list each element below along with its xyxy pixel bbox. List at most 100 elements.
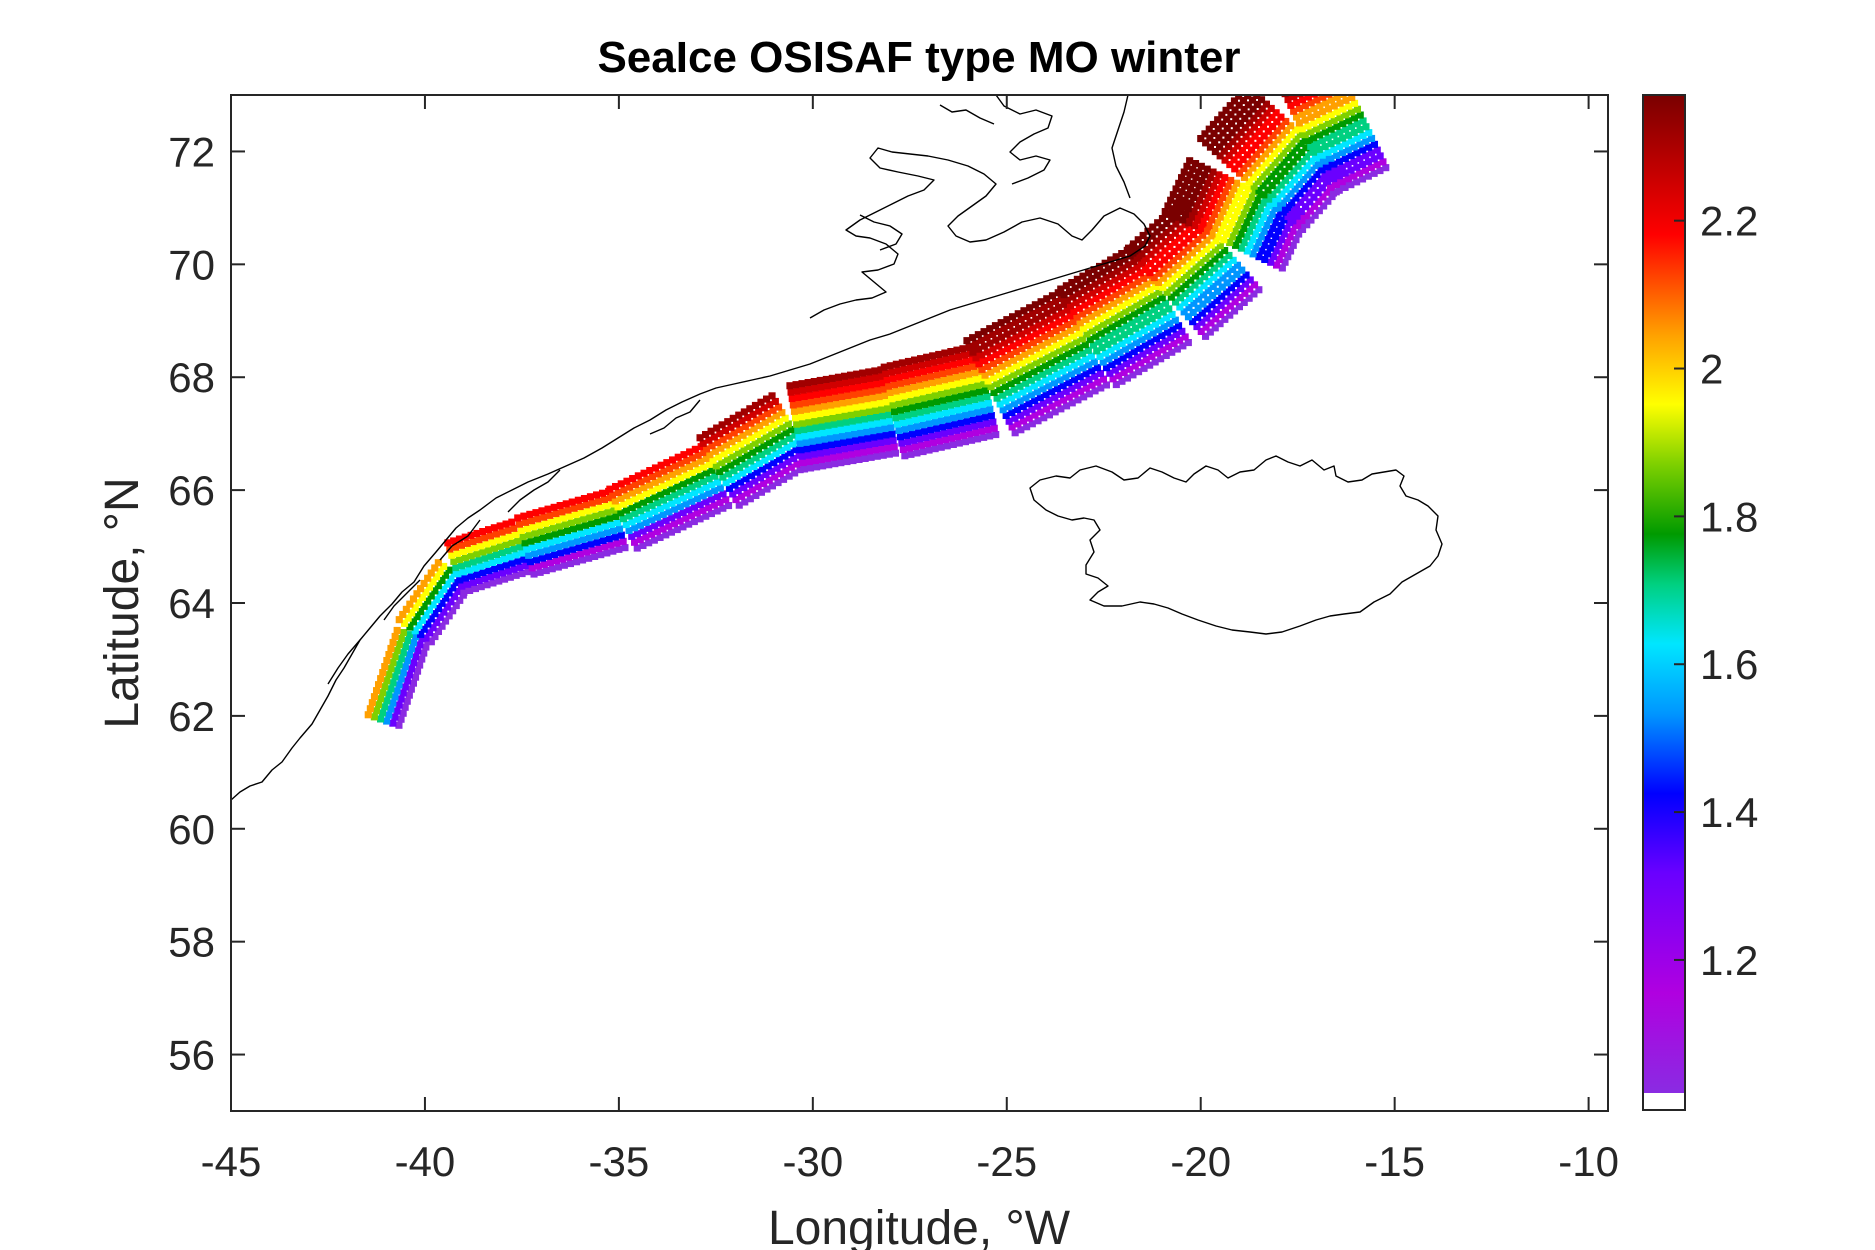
ice-cell — [1068, 370, 1076, 378]
ice-cell — [602, 522, 610, 530]
ice-cell — [410, 659, 418, 667]
ice-cell — [816, 410, 824, 418]
ice-cell — [1264, 118, 1272, 126]
ice-cell — [1188, 258, 1196, 266]
ice-cell — [1151, 255, 1159, 263]
ice-cell — [853, 443, 861, 451]
ice-cell — [1148, 232, 1156, 240]
ice-cell — [1331, 59, 1338, 66]
ice-cell — [1119, 316, 1127, 324]
ice-cell — [760, 404, 768, 412]
ice-cell — [389, 659, 397, 667]
ice-cell — [1193, 245, 1201, 253]
ice-cell — [1254, 168, 1262, 176]
ice-cell — [1192, 160, 1200, 168]
coastlines — [231, 95, 1443, 801]
ice-cell — [1330, 131, 1338, 139]
ice-cell — [1276, 78, 1283, 85]
ice-cell — [1190, 208, 1198, 216]
ice-cell — [1335, 172, 1343, 180]
ice-cell — [869, 394, 877, 402]
ice-cell — [1112, 253, 1120, 261]
ice-cell — [691, 503, 699, 511]
ice-cell — [961, 438, 969, 446]
ice-cell — [868, 420, 876, 428]
ice-cell — [537, 548, 545, 556]
ice-cell — [854, 377, 862, 385]
ice-cell — [1040, 318, 1048, 326]
ice-cell — [397, 675, 405, 683]
ice-cell — [992, 365, 1000, 373]
ice-cell — [1112, 381, 1120, 389]
ice-cell — [648, 487, 656, 495]
ice-cell — [1295, 180, 1303, 188]
ice-cell — [1186, 294, 1194, 302]
ice-cell — [662, 531, 670, 539]
ice-cell — [688, 468, 696, 476]
ice-cell — [1227, 293, 1235, 301]
ice-cell — [412, 673, 420, 681]
ice-cell — [425, 583, 433, 591]
ice-cell — [1272, 233, 1280, 241]
ice-cell — [1330, 160, 1338, 168]
ice-cell — [1152, 335, 1160, 343]
plot-area — [231, 59, 1443, 801]
ice-cell — [1342, 125, 1350, 133]
ice-cell — [947, 401, 955, 409]
ice-cell — [436, 568, 444, 576]
ice-cell — [752, 454, 760, 462]
ice-cell — [906, 391, 914, 399]
ice-cell — [1120, 331, 1128, 339]
ice-cell — [1148, 352, 1156, 360]
ice-cell — [851, 430, 859, 438]
ice-cell — [495, 557, 503, 565]
ice-cell — [648, 501, 656, 509]
ice-cell — [1308, 70, 1315, 77]
ice-cell — [1241, 115, 1249, 123]
ice-cell — [1253, 100, 1261, 108]
ice-cell — [617, 531, 625, 539]
ice-cell — [1327, 169, 1335, 177]
ice-cell — [565, 553, 573, 561]
ice-cell — [523, 545, 531, 553]
ice-cell — [835, 413, 843, 421]
ice-cell — [685, 462, 693, 470]
ice-cell — [1093, 347, 1101, 355]
ice-cell — [1092, 295, 1100, 303]
ice-cell — [1301, 102, 1309, 110]
ice-cell — [399, 629, 407, 637]
ice-cell — [1296, 189, 1304, 197]
ice-cell — [767, 415, 775, 423]
ice-cell — [699, 477, 707, 485]
ice-cell — [742, 437, 750, 445]
ice-cell — [796, 466, 804, 474]
ice-cell — [510, 565, 518, 573]
ice-cell — [1083, 292, 1091, 300]
ice-cell — [364, 711, 372, 719]
ice-cell — [1167, 293, 1175, 301]
ice-cell — [422, 588, 430, 596]
ice-cell — [1006, 321, 1014, 329]
ice-cell — [1147, 338, 1155, 346]
ice-cell — [1192, 263, 1200, 271]
ice-cell — [923, 353, 931, 361]
ice-cell — [812, 423, 820, 431]
ice-cell — [1199, 205, 1207, 213]
ice-cell — [1307, 113, 1315, 121]
colorbar-nodata-swatch — [1643, 1093, 1685, 1109]
ice-cell — [948, 434, 956, 442]
ice-cell — [1165, 305, 1173, 313]
ice-cell — [1209, 282, 1217, 290]
ice-cell — [1278, 236, 1286, 244]
ice-cell — [1348, 95, 1356, 102]
ice-cell — [654, 513, 662, 521]
ice-cell — [688, 483, 696, 491]
ice-cell — [1271, 159, 1279, 167]
ice-cell — [1235, 101, 1243, 109]
ice-cell — [804, 451, 812, 459]
ice-cell — [1318, 122, 1326, 130]
ice-cell — [1204, 179, 1212, 187]
ice-cell — [487, 552, 495, 560]
ice-cell — [389, 679, 397, 687]
ice-cell — [1234, 142, 1242, 150]
